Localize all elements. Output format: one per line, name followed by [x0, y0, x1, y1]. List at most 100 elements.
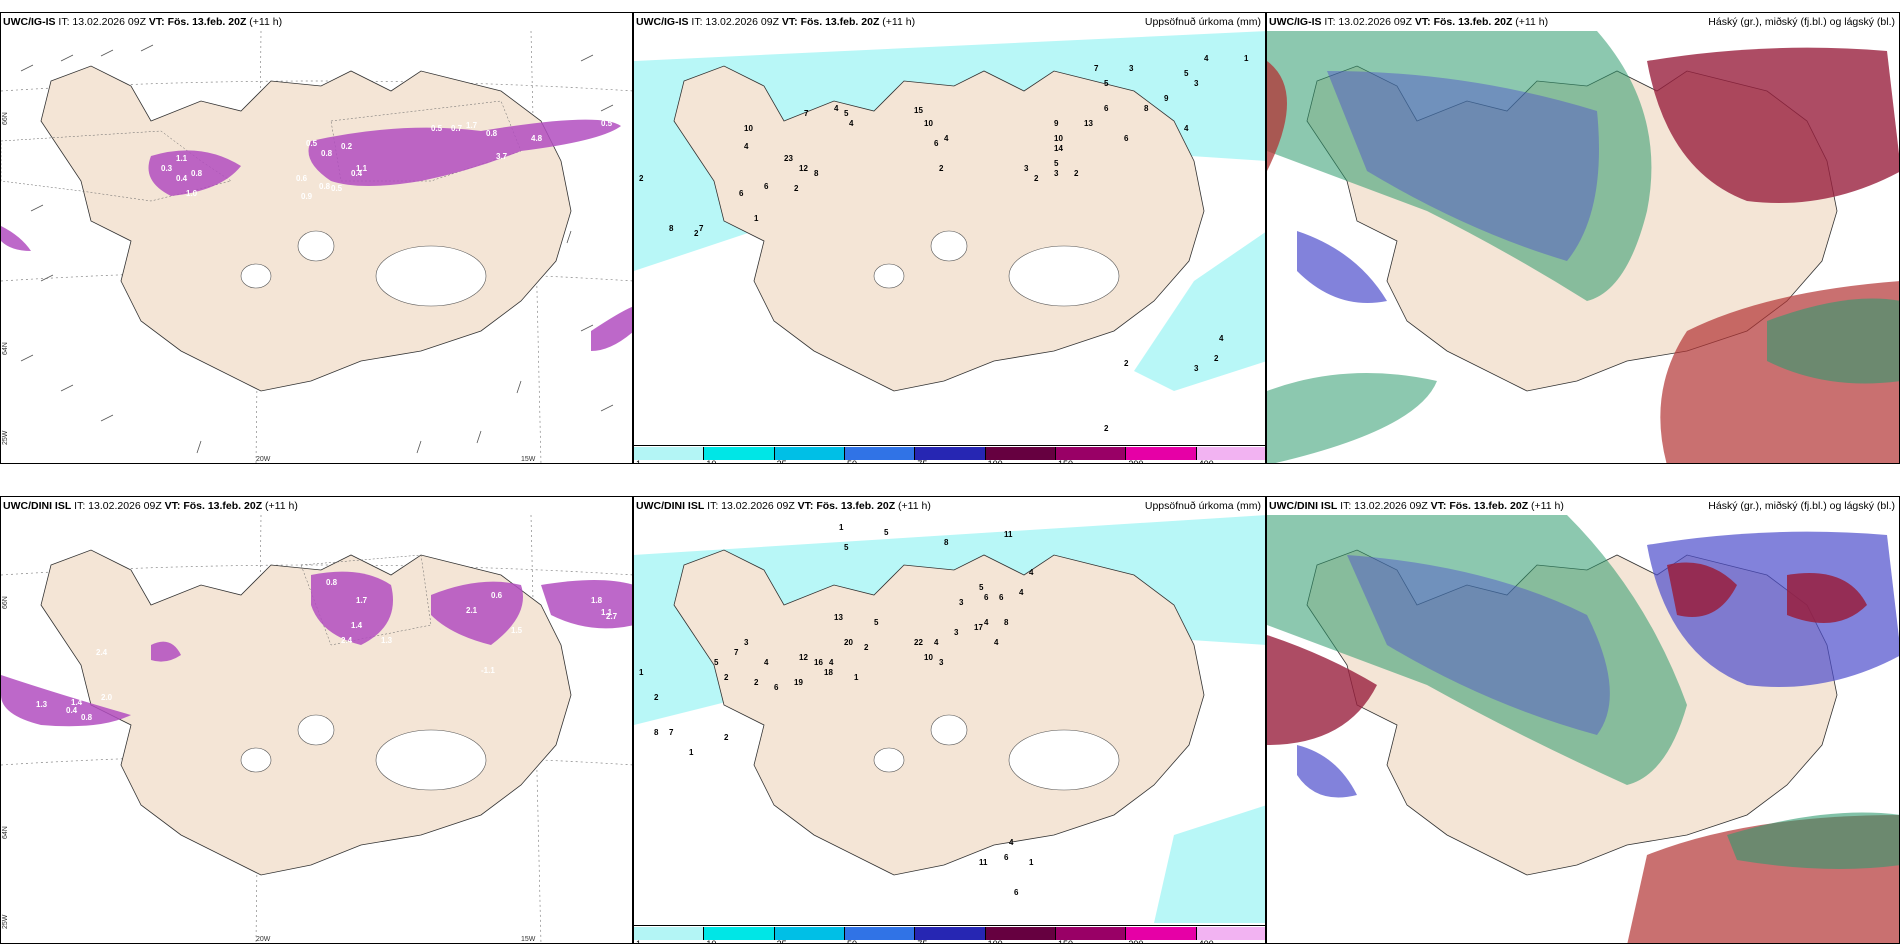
- glacier: [375, 245, 487, 307]
- colorbar: 1 10 25 50 75 100 150 200 400: [634, 445, 1265, 464]
- value-label: 13: [834, 613, 843, 622]
- value-label: 1.3: [381, 636, 393, 645]
- cloud-map[interactable]: [1267, 515, 1900, 944]
- panel-field-label: Uppsöfnuð úrkoma (mm): [1144, 16, 1261, 28]
- panel-title: UWC/IG-IS IT: 13.02.2026 09Z VT: Fös. 13…: [3, 16, 283, 28]
- value-label: 4: [764, 658, 769, 667]
- snow-band: [148, 150, 241, 196]
- value-label: 2: [1214, 354, 1219, 363]
- value-label: 1.8: [591, 596, 603, 605]
- value-label: 5: [844, 543, 849, 552]
- low-cloud: [1787, 573, 1867, 623]
- value-label: 2: [1074, 169, 1079, 178]
- iceland-land: [40, 65, 572, 392]
- value-label: 2: [694, 229, 699, 238]
- colorbar-tick: 200: [1128, 939, 1144, 944]
- svg-text:15W: 15W: [521, 936, 536, 943]
- value-label: 0.3: [161, 164, 173, 173]
- snow-band: [591, 306, 632, 351]
- value-label: 0.2: [341, 142, 353, 151]
- wind-map[interactable]: 0.8 1.7 1.4 2.4 1.3 2.1 0.6 1.5 1.1 1.82.7 2.4 1.3 0…: [1, 515, 633, 944]
- value-label: 3: [959, 598, 964, 607]
- value-label: 3: [1194, 79, 1199, 88]
- colorbar-swatch: [915, 927, 986, 940]
- snow-band: [431, 581, 523, 645]
- glacier: [297, 714, 335, 746]
- colorbar-tick: 75: [917, 459, 928, 464]
- value-label: 1.3: [36, 700, 48, 709]
- value-label: 5: [884, 528, 889, 537]
- value-label: 4: [994, 638, 999, 647]
- value-label: 2: [1034, 174, 1039, 183]
- value-label: 10: [924, 119, 933, 128]
- svg-text:20W: 20W: [256, 456, 271, 463]
- value-label: 4: [1219, 334, 1224, 343]
- value-label: 11: [1004, 530, 1013, 539]
- colorbar-swatch: [1056, 447, 1127, 460]
- panel-r2-precip: UWC/DINI ISL IT: 13.02.2026 09Z VT: Fös.…: [633, 496, 1266, 944]
- value-label: 6: [764, 182, 769, 191]
- colorbar-tick: 50: [847, 459, 858, 464]
- iceland-land: [673, 65, 1205, 392]
- value-label: 2: [724, 733, 729, 742]
- colorbar-swatch: [634, 447, 705, 460]
- value-label: 2.7: [606, 612, 618, 621]
- value-label: 5: [979, 583, 984, 592]
- mid-cloud: [1297, 745, 1357, 798]
- colorbar-swatch: [634, 927, 705, 940]
- svg-text:64N: 64N: [2, 342, 9, 355]
- value-label: 3: [744, 638, 749, 647]
- glacier: [930, 230, 968, 262]
- colorbar-swatch: [774, 927, 845, 940]
- value-label: 15: [914, 106, 923, 115]
- value-label: 9: [1054, 119, 1059, 128]
- panel-field-label: Háský (gr.), miðský (fj.bl.) og lágský (…: [1708, 16, 1895, 28]
- precip-area: [1154, 805, 1265, 923]
- value-label: 4: [849, 119, 854, 128]
- value-label: 7: [699, 224, 704, 233]
- value-label: 2: [864, 643, 869, 652]
- value-label: 0.8: [321, 149, 333, 158]
- value-label: 7: [804, 109, 809, 118]
- value-label: 2: [654, 693, 659, 702]
- wind-map[interactable]: 0.5 0.7 1.70.83.74.80.31.10.80.50.80.21.10…: [1, 31, 633, 464]
- colorbar-tick: 50: [847, 939, 858, 944]
- value-label: 1.4: [71, 698, 83, 707]
- glacier: [375, 729, 487, 791]
- value-label: 17: [974, 623, 983, 632]
- colorbar-swatch: [1126, 447, 1197, 460]
- high-cloud: [1727, 812, 1899, 869]
- svg-text:15W: 15W: [521, 456, 536, 463]
- value-label: 3: [1024, 164, 1029, 173]
- svg-text:66N: 66N: [2, 596, 9, 609]
- value-label: 2: [754, 678, 759, 687]
- value-label: 6: [739, 189, 744, 198]
- value-label: 0.8: [191, 169, 203, 178]
- panel-title: UWC/DINI ISL IT: 13.02.2026 09Z VT: Fös.…: [636, 500, 931, 512]
- value-label: 5: [874, 618, 879, 627]
- colorbar-swatch: [704, 927, 775, 940]
- value-label: 20: [844, 638, 853, 647]
- value-label: 14: [1054, 144, 1063, 153]
- value-label: 1.1: [601, 608, 613, 617]
- value-label: 2: [724, 673, 729, 682]
- cloud-map[interactable]: [1267, 31, 1900, 464]
- value-label: 1.7: [356, 596, 368, 605]
- value-label: 3: [1194, 364, 1199, 373]
- value-label: 6: [984, 593, 989, 602]
- value-label: 8: [944, 538, 949, 547]
- high-cloud: [1267, 515, 1687, 785]
- colorbar-swatch: [704, 447, 775, 460]
- value-label: 4: [744, 142, 749, 151]
- hatched-area: [1, 130, 232, 202]
- svg-text:66N: 66N: [2, 112, 9, 125]
- value-label: 6: [1014, 888, 1019, 897]
- colorbar-swatch: [845, 927, 916, 940]
- value-label: 1: [689, 748, 694, 757]
- value-label: 1.4: [351, 621, 363, 630]
- value-label: 2.1: [466, 606, 478, 615]
- value-label: 7: [669, 728, 674, 737]
- low-cloud: [1647, 47, 1899, 203]
